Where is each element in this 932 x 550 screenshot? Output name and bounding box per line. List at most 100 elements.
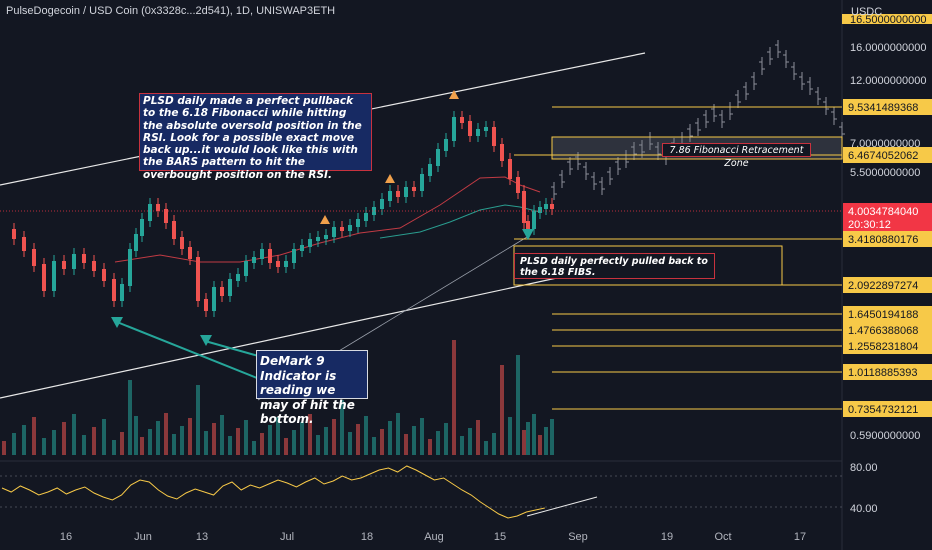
candle-body <box>22 237 26 251</box>
candle-body <box>332 227 336 237</box>
volume-bar <box>244 420 248 455</box>
volume-bar <box>420 418 424 455</box>
candle-body <box>228 279 232 296</box>
volume-bar <box>500 365 504 455</box>
demark-check-icon <box>111 317 123 328</box>
volume-bar <box>220 415 224 455</box>
volume-bar <box>82 435 86 455</box>
fib-level-tag <box>843 277 932 293</box>
volume-bar <box>452 340 456 455</box>
candle-body <box>140 219 144 236</box>
candle-body <box>388 191 392 201</box>
candle-body <box>348 225 352 231</box>
candle-body <box>404 187 408 197</box>
volume-bar <box>532 414 536 455</box>
time-axis-tick: 18 <box>360 531 374 543</box>
time-axis-tick: 19 <box>660 531 674 543</box>
annotation-fib-note[interactable]: PLSD daily perfectly pulled back to the … <box>514 253 715 279</box>
candle-body <box>356 219 360 227</box>
volume-bar <box>164 413 168 455</box>
fib-levels: 9.5341489368 6.4674052062 3.4180880176 2.09… <box>514 99 932 417</box>
candle-body <box>172 221 176 239</box>
volume-bar <box>156 421 160 455</box>
rsi-pane <box>0 463 842 527</box>
candle-body <box>508 159 512 179</box>
volume-bar <box>372 437 376 455</box>
candle-body <box>316 237 320 241</box>
fib-level-value: 3.4180880176 <box>848 234 918 246</box>
fib-level-value: 6.4674052062 <box>848 150 918 162</box>
candle-body <box>52 261 56 291</box>
annotation-main-note[interactable]: PLSD daily made a perfect pullback to th… <box>139 93 372 181</box>
volume-bar <box>134 416 138 455</box>
candle-body <box>308 239 312 247</box>
projected-bars <box>551 40 845 200</box>
volume-bar <box>276 417 280 455</box>
candle-body <box>372 207 376 215</box>
chart-title[interactable]: PulseDogecoin / USD Coin (0x3328c...2d54… <box>6 5 336 17</box>
price-candles <box>12 111 554 317</box>
candle-body <box>364 213 368 221</box>
rsi-trendline[interactable] <box>526 496 598 517</box>
volume-bar <box>380 429 384 455</box>
volume-bar <box>388 421 392 455</box>
candle-body <box>212 287 216 311</box>
volume-bar <box>348 432 352 455</box>
price-axis-tick: 12.0000000000 <box>850 75 926 87</box>
candle-body <box>476 129 480 136</box>
volume-bar <box>316 435 320 455</box>
candle-body <box>244 261 248 276</box>
time-axis-tick: Sep <box>568 531 588 543</box>
candle-body <box>380 199 384 209</box>
time-axis-tick: Aug <box>424 531 444 543</box>
volume-bar <box>284 438 288 455</box>
candle-body <box>420 174 424 191</box>
volume-bar <box>148 429 152 455</box>
candle-body <box>204 299 208 311</box>
fib-level-tag <box>843 231 932 247</box>
fib-level-tag <box>843 364 932 380</box>
candle-body <box>500 144 504 161</box>
candle-body <box>12 229 16 239</box>
currency-label: USDC <box>851 6 883 18</box>
candle-body <box>148 204 152 221</box>
candle-body <box>164 209 168 223</box>
annotation-demark-note[interactable]: DeMark 9 Indicator is reading we may of … <box>256 350 368 426</box>
fib-zone-label[interactable]: 7.86 Fibonacci Retracement Zone <box>662 143 811 169</box>
candle-body <box>538 207 542 213</box>
volume-bar <box>236 428 240 455</box>
price-axis[interactable]: 16.0000000000 12.0000000000 7.0000000000 5.… <box>842 14 932 515</box>
volume-bar <box>444 423 448 455</box>
volume-bar <box>476 420 480 455</box>
volume-bar <box>172 434 176 455</box>
volume-bar <box>32 417 36 455</box>
channel-lower-line[interactable] <box>0 272 581 399</box>
demark-warning-icon <box>385 174 395 183</box>
candle-body <box>120 284 124 301</box>
time-axis-tick: Jul <box>279 531 295 543</box>
volume-bar <box>332 419 336 455</box>
demark-markers <box>111 90 534 346</box>
candle-body <box>428 164 432 176</box>
candle-body <box>412 187 416 191</box>
candle-body <box>516 177 520 193</box>
volume-bar <box>72 414 76 455</box>
candle-body <box>180 237 184 249</box>
volume-bar <box>428 439 432 455</box>
volume-bar <box>508 417 512 455</box>
rsi-axis-tick: 80.00 <box>850 462 878 474</box>
volume-bar <box>228 436 232 455</box>
fib-level-value: 9.5341489368 <box>848 102 918 114</box>
candle-body <box>492 127 496 146</box>
fib-level-tag <box>843 322 932 338</box>
volume-bar <box>62 422 66 455</box>
candle-body <box>188 247 192 259</box>
volume-bar <box>196 385 200 455</box>
price-axis-tick: 5.5000000000 <box>850 167 920 179</box>
candle-body <box>436 149 440 166</box>
price-axis-tick: 16.0000000000 <box>850 42 926 54</box>
demark-check-icon <box>200 335 212 346</box>
volume-bars <box>2 340 554 455</box>
demark-warning-icon <box>320 215 330 224</box>
